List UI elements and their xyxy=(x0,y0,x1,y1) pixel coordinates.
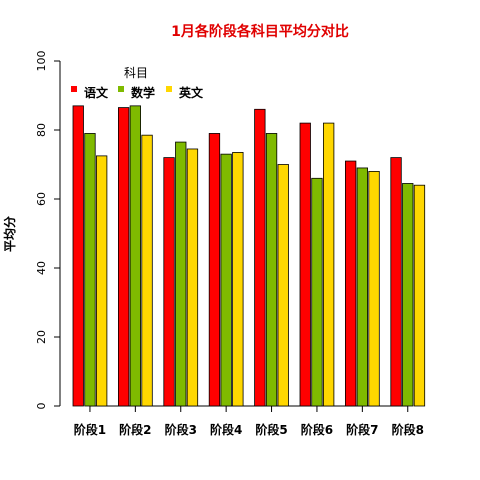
bar-groups xyxy=(72,105,426,407)
y-tick-label: 0 xyxy=(35,403,48,410)
bar xyxy=(208,133,221,407)
bar xyxy=(299,122,311,407)
bar xyxy=(186,148,199,407)
bar xyxy=(356,167,369,407)
y-tick-label: 20 xyxy=(35,330,48,344)
legend-swatch xyxy=(166,86,172,92)
legend-label: 语文 xyxy=(84,85,109,100)
legend-title: 科目 xyxy=(124,66,148,80)
x-tick-label: 阶段5 xyxy=(255,422,287,437)
bar xyxy=(254,108,266,407)
bar xyxy=(368,170,380,407)
bar xyxy=(96,155,108,407)
legend: 科目 语文 数学 英文 xyxy=(71,66,204,100)
x-tick-label: 阶段1 xyxy=(74,422,106,437)
bar xyxy=(322,122,335,407)
x-tick-label: 阶段6 xyxy=(301,422,333,437)
bar xyxy=(129,105,142,407)
x-tick-label: 阶段8 xyxy=(392,422,424,437)
y-tick-label: 80 xyxy=(35,123,48,137)
legend-label: 英文 xyxy=(179,85,204,100)
y-axis-label: 平均分 xyxy=(2,216,17,252)
bar xyxy=(344,160,357,407)
x-tick-label: 阶段7 xyxy=(346,422,378,437)
legend-label: 数学 xyxy=(131,85,155,100)
bar xyxy=(72,105,84,407)
y-axis-ticks: 0 20 40 60 80 100 xyxy=(35,51,60,410)
bar xyxy=(232,152,244,407)
bar xyxy=(163,157,175,407)
x-axis-ticks: 阶段1 阶段2 阶段3 阶段4 阶段5 阶段6 阶段7 阶段8 xyxy=(74,406,424,437)
y-tick-label: 40 xyxy=(35,261,48,275)
bar xyxy=(220,153,232,407)
bar xyxy=(141,134,153,407)
legend-swatch xyxy=(71,86,77,92)
chart-title: 1月各阶段各科目平均分对比 xyxy=(171,23,349,40)
bar xyxy=(175,141,187,407)
y-tick-label: 100 xyxy=(35,51,48,72)
bar xyxy=(84,133,96,407)
x-tick-label: 阶段3 xyxy=(165,422,197,437)
bar xyxy=(311,177,323,407)
bar xyxy=(390,157,402,407)
bar xyxy=(118,107,130,407)
y-tick-label: 60 xyxy=(35,192,48,206)
x-tick-label: 阶段2 xyxy=(119,422,151,437)
legend-swatch xyxy=(118,86,124,92)
bar xyxy=(402,183,414,407)
bar xyxy=(277,164,289,407)
bar xyxy=(413,184,426,407)
x-tick-label: 阶段4 xyxy=(210,422,242,437)
bar xyxy=(265,133,278,407)
